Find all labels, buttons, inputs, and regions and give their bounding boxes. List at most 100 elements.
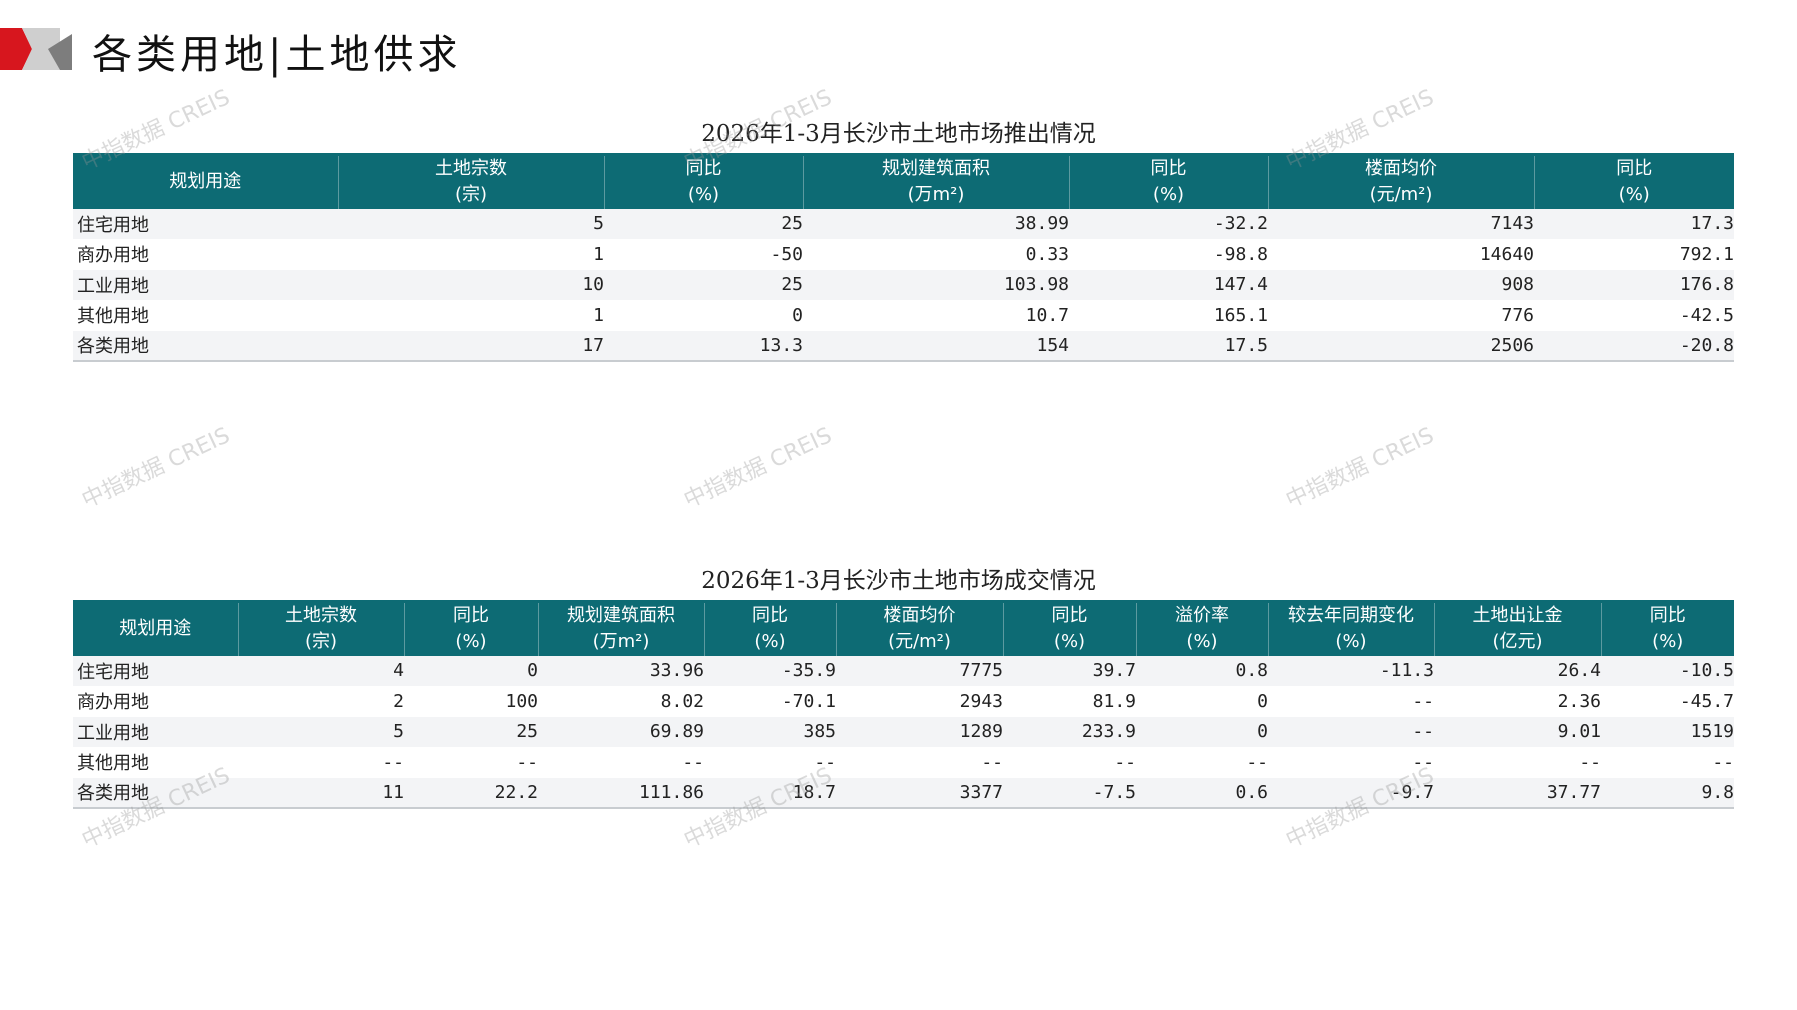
column-header: 同比 (%) — [1002, 601, 1136, 656]
table-cell: -- — [1114, 751, 1136, 773]
column-label: 同比 — [1051, 605, 1088, 627]
column-unit: (宗) — [304, 631, 338, 653]
deal-table-title: 2026年1-3月长沙市土地市场成交情况 — [701, 568, 1096, 594]
table-cell: -- — [382, 751, 404, 773]
table-cell: -50 — [770, 243, 803, 265]
table-cell: 37.77 — [1434, 777, 1601, 809]
column-unit: (%) — [1152, 184, 1185, 206]
table-cell: -45.7 — [1679, 690, 1734, 712]
table-cell: -- — [981, 751, 1003, 773]
table-cell: 3377 — [836, 777, 1003, 809]
column-header: 规划建筑面积 (万m²) — [537, 601, 704, 656]
table-cell: 2943 — [959, 690, 1003, 712]
table-cell: -- — [1246, 751, 1268, 773]
column-label: 土地宗数 — [285, 605, 357, 627]
column-label: 溢价率 — [1175, 605, 1229, 627]
table-cell: 385 — [704, 716, 836, 747]
column-label: 同比 — [1649, 605, 1686, 627]
table-cell: 2506 — [1268, 330, 1534, 362]
row-label: 商办用地 — [77, 692, 149, 714]
row-label: 住宅用地 — [73, 208, 338, 239]
row-label: 各类用地 — [73, 777, 238, 809]
row-label: 工业用地 — [73, 716, 238, 747]
table-cell: 5 — [238, 716, 404, 747]
column-header: 较去年同期变化 (%) — [1267, 601, 1434, 656]
table-cell: 10.7 — [1025, 304, 1069, 326]
table-cell: 908 — [1268, 269, 1534, 300]
column-header: 同比 (%) — [403, 601, 538, 656]
brand-logo — [0, 28, 72, 70]
table-cell: -- — [814, 751, 836, 773]
table-row: 商办用地 2 100 8.02 -70.1 2943 81.9 0 -- 2.36 -45.7 — [73, 686, 1734, 717]
table-cell: 81.9 — [1092, 690, 1136, 712]
column-unit: (%) — [1186, 631, 1218, 653]
column-label: 同比 — [685, 158, 722, 180]
row-label: 各类用地 — [73, 330, 338, 362]
table-row: 住宅用地 5 25 38.99 -32.2 7143 17.3 — [73, 208, 1734, 239]
table-cell: 792.1 — [1679, 243, 1734, 265]
column-header: 同比 (%) — [1533, 154, 1734, 209]
table-cell: -35.9 — [704, 655, 836, 686]
table-cell: -- — [516, 751, 538, 773]
column-header: 土地出让金 (亿元) — [1433, 601, 1601, 656]
table-cell: 26.4 — [1434, 655, 1601, 686]
table-cell: 9.01 — [1434, 716, 1601, 747]
table-cell: 0 — [404, 655, 538, 686]
table-row: 各类用地 11 22.2 111.86 18.7 3377 -7.5 0.6 -9.7 37.77… — [73, 777, 1734, 809]
column-unit: (%) — [687, 184, 720, 206]
table-cell: -- — [1712, 751, 1734, 773]
table-cell: 100 — [505, 690, 538, 712]
column-unit: (%) — [754, 631, 786, 653]
column-unit: (元/m²) — [1369, 184, 1433, 206]
column-header: 同比 (%) — [703, 601, 836, 656]
table-cell: 69.89 — [538, 716, 704, 747]
column-unit: (万m²) — [592, 631, 650, 653]
table-cell: 25 — [604, 208, 803, 239]
table-cell: -70.1 — [781, 690, 836, 712]
watermark: 中指数据 CREIS — [680, 423, 836, 514]
table-cell: 13.3 — [604, 330, 803, 362]
column-label: 楼面均价 — [1365, 158, 1437, 180]
column-header: 同比 (%) — [1068, 154, 1268, 209]
table-cell: 8.02 — [660, 690, 704, 712]
column-label: 同比 — [1150, 158, 1187, 180]
table-cell: -- — [1412, 751, 1434, 773]
table-cell: 33.96 — [538, 655, 704, 686]
table-cell: 22.2 — [404, 777, 538, 809]
column-header: 同比 (%) — [603, 154, 803, 209]
table-cell: 38.99 — [803, 208, 1069, 239]
table-cell: 2.36 — [1557, 690, 1601, 712]
table-row: 其他用地 -- -- -- -- -- -- -- -- -- -- — [73, 747, 1734, 778]
table-cell: 4 — [238, 655, 404, 686]
table-cell: 165.1 — [1213, 304, 1268, 326]
table-cell: -32.2 — [1069, 208, 1268, 239]
table-cell: -11.3 — [1268, 655, 1434, 686]
table-cell: 7143 — [1268, 208, 1534, 239]
table-cell: 17.5 — [1069, 330, 1268, 362]
column-unit: (宗) — [454, 184, 488, 206]
table-row: 各类用地 17 13.3 154 17.5 2506 -20.8 — [73, 330, 1734, 362]
table-row: 工业用地 10 25 103.98 147.4 908 176.8 — [73, 269, 1734, 300]
column-header: 同比 (%) — [1600, 601, 1734, 656]
table-cell: 1289 — [836, 716, 1003, 747]
table-cell: -20.8 — [1534, 330, 1734, 362]
column-header: 溢价率 (%) — [1135, 601, 1268, 656]
table-cell: 147.4 — [1069, 269, 1268, 300]
page-title: 各类用地|土地供求 — [92, 32, 462, 78]
supply-table-title: 2026年1-3月长沙市土地市场推出情况 — [701, 121, 1096, 147]
table-cell: 111.86 — [538, 777, 704, 809]
column-label: 规划用途 — [119, 618, 192, 640]
table-cell: 2 — [393, 690, 404, 712]
table-cell: 25 — [404, 716, 538, 747]
column-label: 同比 — [1616, 158, 1653, 180]
table-cell: -- — [1579, 751, 1601, 773]
table-cell: 17.3 — [1534, 208, 1734, 239]
table-cell: 0.8 — [1136, 655, 1268, 686]
table-cell: -- — [682, 751, 704, 773]
column-header: 规划用途 — [73, 154, 338, 209]
table-cell: 0.33 — [1025, 243, 1069, 265]
table-cell: 1519 — [1601, 716, 1734, 747]
row-label: 工业用地 — [73, 269, 338, 300]
row-label: 商办用地 — [77, 245, 149, 267]
column-unit: (万m²) — [907, 184, 965, 206]
